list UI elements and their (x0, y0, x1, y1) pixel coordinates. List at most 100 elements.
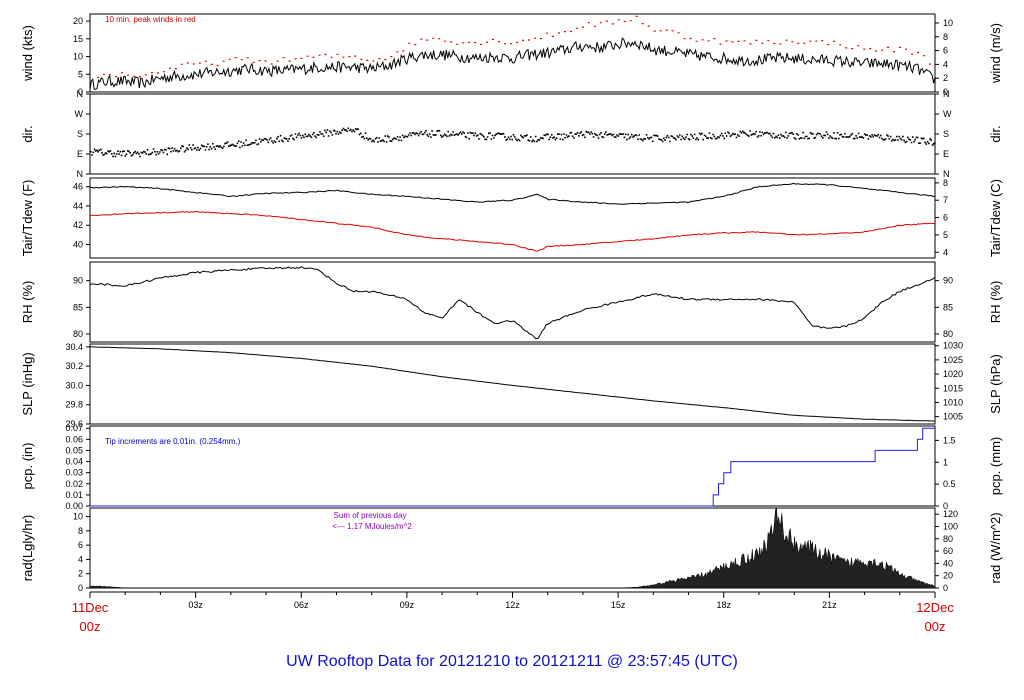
wind-rtick-label: 4 (943, 59, 948, 69)
slp-frame (89, 343, 936, 425)
slp-rtick-label: 1020 (943, 369, 963, 379)
rh-ltick-label: 80 (73, 329, 83, 339)
rad-ltick-label: 8 (78, 526, 83, 536)
rad-rtick-label: 120 (943, 509, 958, 519)
temp-ltick-label: 44 (73, 201, 83, 211)
rad-rtick-label: 100 (943, 521, 958, 531)
rad-ltick-label: 4 (78, 554, 83, 564)
dir-ylabel-right: dir. (988, 125, 1003, 142)
pcp-ltick-label: 0.07 (65, 423, 83, 433)
x-tick-label: 12z (505, 600, 520, 610)
x-tick-label: 09z (400, 600, 415, 610)
rad-rtick-label: 40 (943, 558, 953, 568)
panel-slp: 29.6 29.8 30.0 30.2 30.4 1005 1010 1015 1020 1025… (20, 341, 1003, 429)
wind-ltick-label: 10 (73, 52, 83, 62)
rad-rtick-label: 60 (943, 546, 953, 556)
wind-ltick-label: 5 (78, 69, 83, 79)
x-tick-label: 15z (611, 600, 626, 610)
dir-ltick-label: W (75, 109, 84, 119)
pcp-ltick-label: 0.04 (65, 457, 83, 467)
rad-annotation-1: Sum of previous day (334, 511, 407, 520)
wind-line-main (89, 37, 936, 90)
dir-frame (89, 93, 936, 175)
wind-rtick-label: 2 (943, 73, 948, 83)
slp-rtick-label: 1005 (943, 412, 963, 422)
dir-ltick-label: S (77, 129, 83, 139)
pcp-rtick-label: 0.5 (943, 479, 956, 489)
rh-rtick-label: 90 (943, 276, 953, 286)
panel-temp: 40 42 44 46 4 5 6 7 8 Tair/Tdew (F) Tair/Tdew (C) (20, 177, 1003, 259)
rad-ylabel-left: rad(Lgly/hr) (20, 515, 35, 581)
rad-ltick-label: 2 (78, 569, 83, 579)
slp-ltick-label: 30.2 (65, 361, 83, 371)
panel-rh: 80 85 90 80 85 90 RH (%) RH (%) (20, 261, 1003, 343)
slp-ylabel-left: SLP (inHg) (20, 352, 35, 415)
slp-ylabel-right: SLP (hPa) (988, 354, 1003, 414)
slp-rtick-label: 1025 (943, 355, 963, 365)
wind-ltick-label: 15 (73, 34, 83, 44)
slp-rtick-label: 1015 (943, 383, 963, 393)
rad-ltick-label: 10 (73, 512, 83, 522)
rad-area (89, 507, 936, 589)
x-tick-label: 18z (716, 600, 731, 610)
x-start-label-bottom: 00z (80, 619, 101, 634)
temp-line-Tair (89, 182, 936, 205)
temp-rtick-label: 6 (943, 213, 948, 223)
dir-rtick-label: N (943, 169, 950, 179)
pcp-ylabel-left: pcp. (in) (20, 443, 35, 490)
rh-ylabel-left: RH (%) (20, 281, 35, 324)
rh-ltick-label: 85 (73, 302, 83, 312)
rad-ltick-label: 0 (78, 583, 83, 593)
slp-ltick-label: 30.4 (65, 342, 83, 352)
pcp-ltick-label: 0.03 (65, 468, 83, 478)
x-axis: 03z 06z 09z 12z 15z 18z 21z 11Dec 00z 12Dec 00z (72, 591, 954, 634)
pcp-ltick-label: 0.01 (65, 490, 83, 500)
dir-rtick-label: S (943, 129, 949, 139)
wind-rtick-label: 8 (943, 32, 948, 42)
rh-frame (89, 261, 936, 343)
panel-pcp: 0.000.010.020.030.04 0.050.060.07 0 0.5 1 1.5… (20, 423, 1003, 511)
temp-rtick-label: 5 (943, 230, 948, 240)
pcp-rtick-label: 1 (943, 457, 948, 467)
x-tick-label: 06z (294, 600, 309, 610)
dir-ylabel-left: dir. (20, 125, 35, 142)
wind-ylabel-right: wind (m/s) (988, 23, 1003, 84)
dir-rtick-label: W (943, 109, 952, 119)
wind-ltick-label: 20 (73, 16, 83, 26)
x-tick-label: 21z (822, 600, 837, 610)
slp-ltick-label: 29.8 (65, 400, 83, 410)
slp-ltick-label: 30.0 (65, 380, 83, 390)
temp-ltick-label: 46 (73, 182, 83, 192)
pcp-rtick-label: 0 (943, 501, 948, 511)
temp-ylabel-left: Tair/Tdew (F) (20, 180, 35, 257)
pcp-ltick-label: 0.00 (65, 501, 83, 511)
pcp-ylabel-right: pcp. (mm) (988, 437, 1003, 496)
wind-ltick-label: 0 (78, 87, 83, 97)
wind-annotation: 10 min. peak winds in red (105, 15, 196, 24)
slp-rtick-label: 1030 (943, 341, 963, 351)
temp-ltick-label: 40 (73, 240, 83, 250)
rad-rtick-label: 20 (943, 571, 953, 581)
rad-rtick-label: 80 (943, 534, 953, 544)
rad-annotation-2: <--- 1.17 MJoules/m^2 (332, 522, 412, 531)
rh-rtick-label: 85 (943, 302, 953, 312)
wind-frame (89, 13, 936, 93)
rad-ltick-label: 6 (78, 540, 83, 550)
pcp-annotation: Tip increments are 0.01in. (0.254mm.) (105, 437, 241, 446)
x-end-label-top: 12Dec (916, 600, 954, 615)
wind-ylabel-left: wind (kts) (20, 25, 35, 82)
dir-rtick-label: N (943, 89, 950, 99)
wind-rtick-label: 0 (943, 87, 948, 97)
dir-ltick-label: N (77, 89, 84, 99)
slp-rtick-label: 1010 (943, 397, 963, 407)
slp-ltick-label: 29.6 (65, 419, 83, 429)
pcp-rtick-label: 1.5 (943, 435, 956, 445)
temp-rtick-label: 7 (943, 195, 948, 205)
dir-points (90, 127, 936, 158)
rh-ylabel-right: RH (%) (988, 281, 1003, 324)
rad-ylabel-right: rad (W/m^2) (988, 512, 1003, 583)
